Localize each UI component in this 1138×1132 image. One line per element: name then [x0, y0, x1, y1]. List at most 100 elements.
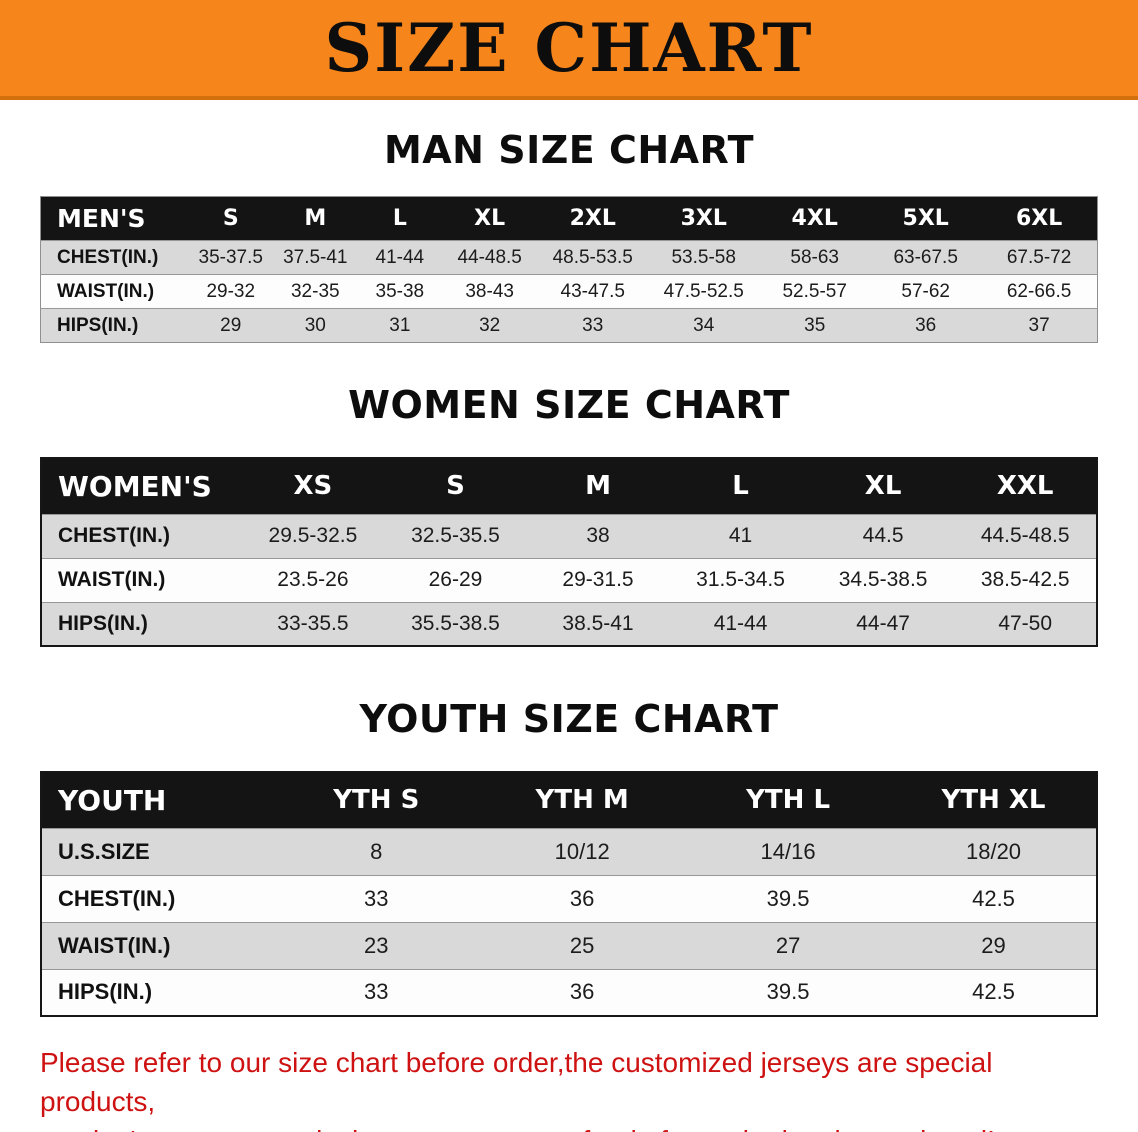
table-cell: 37.5-41 — [273, 240, 358, 275]
size-column-header: 2XL — [537, 196, 649, 241]
table-row: HIPS(IN.) 29 30 31 32 33 34 35 36 37 — [40, 308, 1098, 343]
table-cell: 33 — [273, 968, 480, 1016]
row-label: CHEST(IN.) — [40, 240, 189, 275]
size-column-header: YTH M — [479, 772, 686, 828]
table-cell: 42.5 — [891, 968, 1097, 1016]
table-cell: 32.5-35.5 — [384, 513, 527, 558]
table-cell: 38.5-41 — [526, 601, 670, 646]
table-header-row: WOMEN'S XS S M L XL XXL — [41, 458, 1097, 514]
table-cell: 41 — [669, 513, 812, 558]
table-cell: 53.5-58 — [648, 240, 760, 275]
table-cell: 52.5-57 — [759, 274, 871, 309]
size-column-header: S — [384, 458, 527, 514]
table-cell: 37 — [981, 308, 1098, 343]
table-cell: 23 — [273, 921, 480, 969]
table-cell: 18/20 — [891, 827, 1097, 875]
size-column-header: YTH L — [685, 772, 892, 828]
table-row: U.S.SIZE 8 10/12 14/16 18/20 — [41, 827, 1097, 875]
size-column-header: 4XL — [759, 196, 871, 241]
table-cell: 35.5-38.5 — [384, 601, 527, 646]
row-label: CHEST(IN.) — [41, 513, 242, 558]
table-cell: 41-44 — [357, 240, 443, 275]
table-cell: 35-38 — [357, 274, 443, 309]
table-cell: 36 — [870, 308, 982, 343]
table-cell: 10/12 — [479, 827, 686, 875]
size-column-header: XS — [241, 458, 385, 514]
table-corner-label: YOUTH — [41, 772, 274, 828]
table-header-row: YOUTH YTH S YTH M YTH L YTH XL — [41, 772, 1097, 828]
table-row: CHEST(IN.) 35-37.5 37.5-41 41-44 44-48.5 48.5… — [40, 240, 1098, 275]
size-column-header: M — [273, 196, 358, 241]
table-row: WAIST(IN.) 29-32 32-35 35-38 38-43 43-47.5 47.… — [40, 274, 1098, 309]
table-cell: 33-35.5 — [241, 601, 385, 646]
table-cell: 33 — [273, 874, 480, 922]
table-cell: 34 — [648, 308, 760, 343]
row-label: HIPS(IN.) — [41, 968, 274, 1016]
youth-size-table: YOUTH YTH S YTH M YTH L YTH XL U.S.SIZE 8 10/12… — [40, 771, 1098, 1017]
table-cell: 62-66.5 — [981, 274, 1098, 309]
table-cell: 38 — [526, 513, 670, 558]
disclaimer-text: Please refer to our size chart before or… — [40, 1043, 1100, 1132]
table-cell: 38.5-42.5 — [954, 557, 1097, 602]
table-row: HIPS(IN.) 33 36 39.5 42.5 — [41, 968, 1097, 1016]
size-column-header: YTH XL — [891, 772, 1097, 828]
size-column-header: XL — [442, 196, 538, 241]
table-row: CHEST(IN.) 33 36 39.5 42.5 — [41, 874, 1097, 922]
page-title: SIZE CHART — [324, 9, 814, 87]
table-header-row: MEN'S S M L XL 2XL 3XL 4XL 5XL 6XL — [40, 196, 1098, 241]
table-cell: 35 — [759, 308, 871, 343]
table-cell: 44-47 — [811, 601, 955, 646]
table-cell: 36 — [479, 874, 686, 922]
men-size-table: MEN'S S M L XL 2XL 3XL 4XL 5XL 6XL CHEST(IN.) 35-37… — [40, 196, 1098, 343]
table-cell: 29-32 — [188, 274, 274, 309]
table-cell: 44.5 — [811, 513, 955, 558]
table-cell: 27 — [685, 921, 892, 969]
row-label: WAIST(IN.) — [40, 274, 189, 309]
table-cell: 29-31.5 — [526, 557, 670, 602]
disclaimer-line-2: we don't accept cancel, change, teturn o… — [40, 1121, 1100, 1132]
table-cell: 8 — [273, 827, 480, 875]
row-label: U.S.SIZE — [41, 827, 274, 875]
row-label: WAIST(IN.) — [41, 921, 274, 969]
row-label: CHEST(IN.) — [41, 874, 274, 922]
women-section-heading: WOMEN SIZE CHART — [348, 383, 790, 427]
table-cell: 58-63 — [759, 240, 871, 275]
table-cell: 57-62 — [870, 274, 982, 309]
banner: SIZE CHART — [0, 0, 1138, 100]
table-cell: 14/16 — [685, 827, 892, 875]
row-label: HIPS(IN.) — [41, 601, 242, 646]
table-row: WAIST(IN.) 23.5-26 26-29 29-31.5 31.5-34.5 34… — [41, 557, 1097, 602]
table-cell: 35-37.5 — [188, 240, 274, 275]
size-column-header: 6XL — [981, 196, 1098, 241]
table-row: WAIST(IN.) 23 25 27 29 — [41, 921, 1097, 969]
table-cell: 26-29 — [384, 557, 527, 602]
youth-section-heading: YOUTH SIZE CHART — [359, 697, 779, 741]
men-section-heading: MAN SIZE CHART — [383, 128, 755, 172]
size-column-header: 5XL — [870, 196, 982, 241]
table-row: HIPS(IN.) 33-35.5 35.5-38.5 38.5-41 41-44 44-… — [41, 601, 1097, 646]
table-cell: 47.5-52.5 — [648, 274, 760, 309]
table-cell: 34.5-38.5 — [811, 557, 955, 602]
table-cell: 41-44 — [669, 601, 812, 646]
size-column-header: M — [526, 458, 670, 514]
table-corner-label: WOMEN'S — [41, 458, 242, 514]
table-cell: 63-67.5 — [870, 240, 982, 275]
disclaimer-line-1: Please refer to our size chart before or… — [40, 1047, 993, 1118]
table-cell: 30 — [273, 308, 358, 343]
table-cell: 23.5-26 — [241, 557, 385, 602]
size-column-header: L — [357, 196, 443, 241]
table-cell: 36 — [479, 968, 686, 1016]
table-cell: 29 — [891, 921, 1097, 969]
size-column-header: XXL — [954, 458, 1097, 514]
table-cell: 29.5-32.5 — [241, 513, 385, 558]
size-column-header: XL — [811, 458, 955, 514]
size-column-header: 3XL — [648, 196, 760, 241]
table-cell: 39.5 — [685, 874, 892, 922]
size-column-header: S — [188, 196, 274, 241]
table-cell: 44-48.5 — [442, 240, 538, 275]
row-label: HIPS(IN.) — [40, 308, 189, 343]
table-cell: 32 — [442, 308, 538, 343]
table-cell: 32-35 — [273, 274, 358, 309]
table-cell: 31.5-34.5 — [669, 557, 812, 602]
